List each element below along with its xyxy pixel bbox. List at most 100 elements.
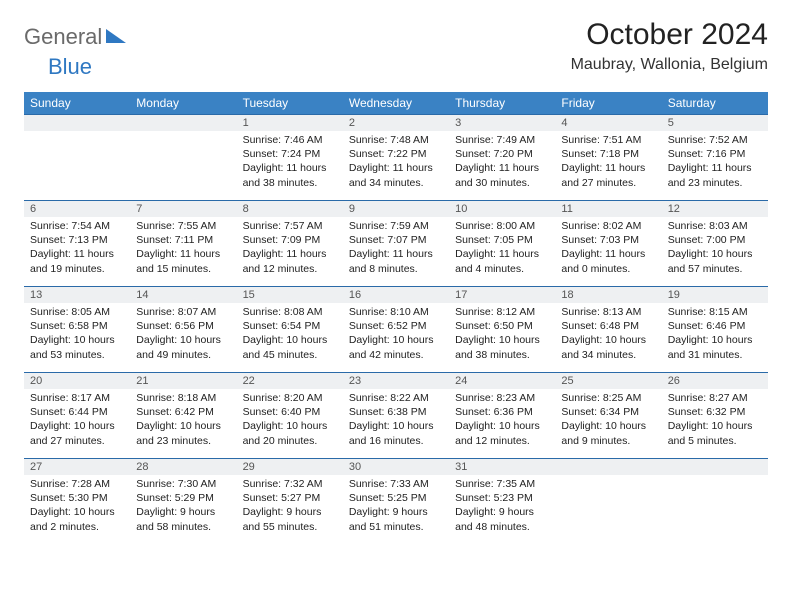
daylight-text: Daylight: 10 hours and 12 minutes. — [455, 419, 549, 447]
sunrise-text: Sunrise: 7:51 AM — [561, 133, 655, 147]
sunrise-text: Sunrise: 8:13 AM — [561, 305, 655, 319]
sunrise-text: Sunrise: 8:05 AM — [30, 305, 124, 319]
daylight-text: Daylight: 11 hours and 23 minutes. — [668, 161, 762, 189]
day-number: 20 — [24, 372, 130, 389]
day-content: Sunrise: 7:49 AMSunset: 7:20 PMDaylight:… — [449, 131, 555, 196]
calendar-day-cell: 1Sunrise: 7:46 AMSunset: 7:24 PMDaylight… — [237, 114, 343, 200]
calendar-day-cell — [24, 114, 130, 200]
day-content: Sunrise: 8:17 AMSunset: 6:44 PMDaylight:… — [24, 389, 130, 454]
brand-logo: General — [24, 24, 128, 50]
day-number: 19 — [662, 286, 768, 303]
sunrise-text: Sunrise: 7:57 AM — [243, 219, 337, 233]
daylight-text: Daylight: 11 hours and 0 minutes. — [561, 247, 655, 275]
sunset-text: Sunset: 6:34 PM — [561, 405, 655, 419]
daylight-text: Daylight: 10 hours and 49 minutes. — [136, 333, 230, 361]
calendar-day-cell: 31Sunrise: 7:35 AMSunset: 5:23 PMDayligh… — [449, 458, 555, 544]
calendar-week-row: 27Sunrise: 7:28 AMSunset: 5:30 PMDayligh… — [24, 458, 768, 544]
day-number: 12 — [662, 200, 768, 217]
sunrise-text: Sunrise: 7:49 AM — [455, 133, 549, 147]
day-content: Sunrise: 7:59 AMSunset: 7:07 PMDaylight:… — [343, 217, 449, 282]
daylight-text: Daylight: 10 hours and 5 minutes. — [668, 419, 762, 447]
day-content: Sunrise: 8:05 AMSunset: 6:58 PMDaylight:… — [24, 303, 130, 368]
weekday-header: Friday — [555, 92, 661, 114]
daylight-text: Daylight: 10 hours and 23 minutes. — [136, 419, 230, 447]
sunset-text: Sunset: 7:05 PM — [455, 233, 549, 247]
calendar-day-cell: 7Sunrise: 7:55 AMSunset: 7:11 PMDaylight… — [130, 200, 236, 286]
sunrise-text: Sunrise: 7:54 AM — [30, 219, 124, 233]
calendar-week-row: 6 Sunrise: 7:54 AMSunset: 7:13 PM Daylight… — [24, 200, 768, 286]
sunrise-text: Sunrise: 8:00 AM — [455, 219, 549, 233]
day-number: 2 — [343, 114, 449, 131]
calendar-day-cell: 14Sunrise: 8:07 AMSunset: 6:56 PMDayligh… — [130, 286, 236, 372]
day-number: 29 — [237, 458, 343, 475]
daylight-text: Daylight: 10 hours and 16 minutes. — [349, 419, 443, 447]
sunset-text: Sunset: 5:27 PM — [243, 491, 337, 505]
calendar-day-cell — [130, 114, 236, 200]
calendar-day-cell: 25Sunrise: 8:25 AMSunset: 6:34 PMDayligh… — [555, 372, 661, 458]
day-number — [130, 114, 236, 131]
sunset-text: Sunset: 7:07 PM — [349, 233, 443, 247]
month-title: October 2024 — [571, 18, 768, 52]
day-content: Sunrise: 8:20 AMSunset: 6:40 PMDaylight:… — [237, 389, 343, 454]
calendar-day-cell: 6Sunrise: 7:54 AMSunset: 7:13 PMDaylight… — [24, 200, 130, 286]
sunset-text: Sunset: 6:36 PM — [455, 405, 549, 419]
daylight-text: Daylight: 9 hours and 48 minutes. — [455, 505, 549, 533]
sunset-text: Sunset: 6:56 PM — [136, 319, 230, 333]
day-number: 28 — [130, 458, 236, 475]
logo-triangle-icon — [106, 27, 126, 48]
daylight-text: Daylight: 10 hours and 34 minutes. — [561, 333, 655, 361]
day-number: 7 — [130, 200, 236, 217]
sunset-text: Sunset: 6:58 PM — [30, 319, 124, 333]
sunset-text: Sunset: 7:22 PM — [349, 147, 443, 161]
day-content: Sunrise: 7:30 AMSunset: 5:29 PMDaylight:… — [130, 475, 236, 540]
sunset-text: Sunset: 7:13 PM — [30, 233, 124, 247]
sunset-text: Sunset: 6:46 PM — [668, 319, 762, 333]
day-number: 22 — [237, 372, 343, 389]
day-number: 31 — [449, 458, 555, 475]
location-text: Maubray, Wallonia, Belgium — [571, 56, 768, 74]
day-content: Sunrise: 8:22 AMSunset: 6:38 PMDaylight:… — [343, 389, 449, 454]
day-content: Sunrise: 8:13 AMSunset: 6:48 PMDaylight:… — [555, 303, 661, 368]
sunrise-text: Sunrise: 7:35 AM — [455, 477, 549, 491]
sunset-text: Sunset: 7:20 PM — [455, 147, 549, 161]
sunset-text: Sunset: 5:29 PM — [136, 491, 230, 505]
day-number: 10 — [449, 200, 555, 217]
day-content: Sunrise: 7:28 AMSunset: 5:30 PMDaylight:… — [24, 475, 130, 540]
sunrise-text: Sunrise: 8:12 AM — [455, 305, 549, 319]
sunrise-text: Sunrise: 8:08 AM — [243, 305, 337, 319]
day-number: 25 — [555, 372, 661, 389]
sunset-text: Sunset: 7:16 PM — [668, 147, 762, 161]
day-number: 27 — [24, 458, 130, 475]
sunset-text: Sunset: 7:18 PM — [561, 147, 655, 161]
sunrise-text: Sunrise: 7:33 AM — [349, 477, 443, 491]
daylight-text: Daylight: 11 hours and 38 minutes. — [243, 161, 337, 189]
sunset-text: Sunset: 6:50 PM — [455, 319, 549, 333]
day-number: 5 — [662, 114, 768, 131]
day-number: 6 — [24, 200, 130, 217]
sunset-text: Sunset: 6:32 PM — [668, 405, 762, 419]
sunrise-text: Sunrise: 8:27 AM — [668, 391, 762, 405]
sunrise-text: Sunrise: 8:20 AM — [243, 391, 337, 405]
day-number: 24 — [449, 372, 555, 389]
sunrise-text: Sunrise: 8:07 AM — [136, 305, 230, 319]
calendar-day-cell: 11Sunrise: 8:02 AMSunset: 7:03 PMDayligh… — [555, 200, 661, 286]
calendar-day-cell: 17Sunrise: 8:12 AMSunset: 6:50 PMDayligh… — [449, 286, 555, 372]
sunset-text: Sunset: 6:52 PM — [349, 319, 443, 333]
day-number: 17 — [449, 286, 555, 303]
day-content — [24, 131, 130, 139]
calendar-day-cell: 8Sunrise: 7:57 AMSunset: 7:09 PMDaylight… — [237, 200, 343, 286]
day-content: Sunrise: 7:57 AMSunset: 7:09 PMDaylight:… — [237, 217, 343, 282]
calendar-day-cell: 10Sunrise: 8:00 AMSunset: 7:05 PMDayligh… — [449, 200, 555, 286]
calendar-day-cell: 9Sunrise: 7:59 AMSunset: 7:07 PMDaylight… — [343, 200, 449, 286]
weekday-header: Tuesday — [237, 92, 343, 114]
day-number: 3 — [449, 114, 555, 131]
calendar-day-cell: 19Sunrise: 8:15 AMSunset: 6:46 PMDayligh… — [662, 286, 768, 372]
day-number — [24, 114, 130, 131]
calendar-day-cell: 18Sunrise: 8:13 AMSunset: 6:48 PMDayligh… — [555, 286, 661, 372]
weekday-header: Saturday — [662, 92, 768, 114]
day-content: Sunrise: 8:03 AMSunset: 7:00 PMDaylight:… — [662, 217, 768, 282]
day-number: 13 — [24, 286, 130, 303]
daylight-text: Daylight: 9 hours and 51 minutes. — [349, 505, 443, 533]
weekday-header: Wednesday — [343, 92, 449, 114]
daylight-text: Daylight: 10 hours and 2 minutes. — [30, 505, 124, 533]
